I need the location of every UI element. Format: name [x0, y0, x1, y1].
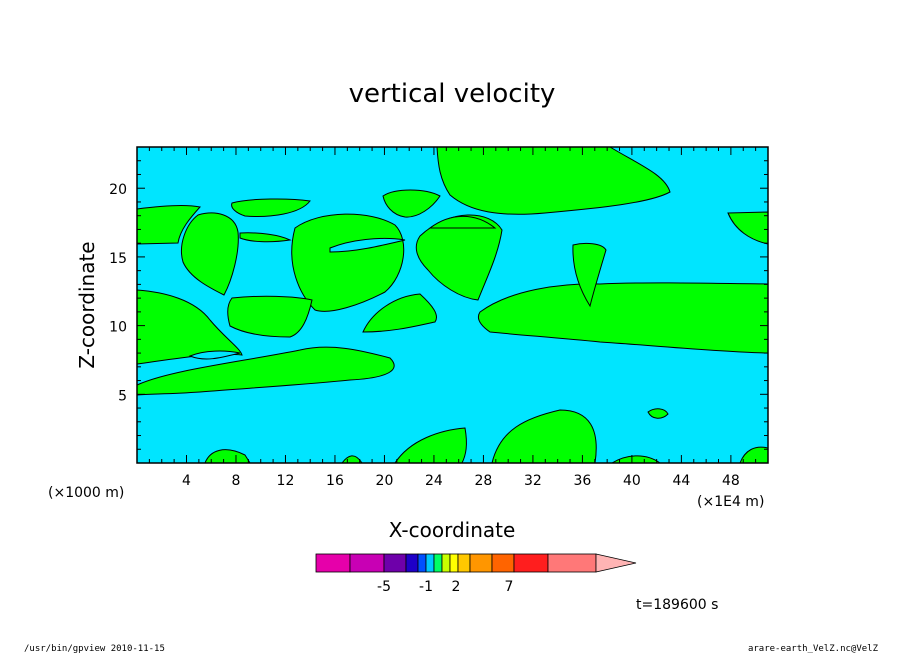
region-right-bubble — [415, 214, 503, 301]
region-bottom-c — [394, 427, 467, 464]
colorbar-tick-label: 7 — [505, 579, 514, 595]
colorbar-segment — [449, 553, 459, 573]
colorbar-tick-label: 2 — [452, 579, 461, 595]
colorbar-tick-label: -5 — [377, 579, 391, 595]
region-top-connector-b — [239, 232, 292, 243]
region-left-mid — [136, 289, 243, 365]
y-axis-label: Z-coordinate — [75, 241, 99, 368]
region-bottom-e — [647, 408, 669, 419]
region-center-lower — [362, 293, 437, 333]
x-ticks: 4 8 12 16 20 24 28 32 36 40 44 48 — [148, 147, 769, 489]
x-tick-label: 44 — [672, 473, 690, 489]
x-tick-label: 28 — [475, 473, 493, 489]
region-top-small — [382, 189, 441, 218]
colorbar-segment — [383, 553, 407, 573]
time-label: t=189600 s — [636, 597, 718, 613]
colorbar-segment — [457, 553, 471, 573]
region-left-mid-bubble — [227, 295, 313, 338]
colorbar-tick-label: -1 — [419, 579, 433, 595]
region-lower-band — [136, 346, 395, 396]
x-tick-label: 24 — [425, 473, 443, 489]
cyan-holes — [188, 237, 406, 360]
x-tick-label: 8 — [232, 473, 241, 489]
region-upper-right-band — [436, 146, 671, 215]
x-tick-label: 20 — [376, 473, 394, 489]
colorbar-segment — [315, 553, 351, 573]
chart-title: vertical velocity — [349, 79, 556, 109]
region-right-top — [428, 215, 497, 229]
colorbar-segment — [425, 553, 435, 573]
footer-right: arare-earth_VelZ.nc@VelZ — [748, 644, 879, 654]
x-unit-label: (×1000 m) — [48, 485, 124, 501]
x-tick-label: 4 — [182, 473, 191, 489]
colorbar-segment — [547, 553, 597, 573]
hole-left-mid — [188, 350, 241, 360]
colorbar-segment — [491, 553, 515, 573]
colorbar-segment — [349, 553, 385, 573]
x-tick-label: 32 — [524, 473, 542, 489]
colorbar-segment — [469, 553, 493, 573]
y-tick-label: 5 — [118, 388, 127, 404]
colorbar-segment — [417, 553, 427, 573]
colorbar-segment — [513, 553, 549, 573]
x-tick-label: 36 — [573, 473, 591, 489]
x-axis-label: X-coordinate — [389, 518, 516, 542]
plot-frame — [136, 146, 769, 464]
footer-left: /usr/bin/gpview 2010-11-15 — [24, 644, 165, 654]
colorbar-labels: -5 -1 2 7 — [377, 579, 513, 595]
y-tick-label: 10 — [109, 320, 127, 336]
x-tick-label: 48 — [722, 473, 740, 489]
hole-center-streak — [329, 237, 406, 253]
x-tick-label: 16 — [326, 473, 344, 489]
x-tick-label: 12 — [277, 473, 295, 489]
region-bottom-d — [491, 409, 597, 464]
region-left-bubble — [181, 212, 239, 296]
y-tick-label: 20 — [109, 182, 127, 198]
region-right-tip — [572, 242, 607, 308]
x-scale-label: (×1E4 m) — [697, 494, 764, 510]
colorbar-arrow — [595, 553, 637, 573]
x-tick-label: 40 — [623, 473, 641, 489]
colorbar-segment — [405, 553, 419, 573]
region-bottom-a — [204, 449, 251, 464]
region-left-top-band — [136, 205, 201, 245]
colorbar-segment — [441, 553, 451, 573]
y-ticks: 5 10 15 20 — [109, 160, 768, 450]
region-top-connector-a — [231, 198, 311, 217]
plot-area — [136, 146, 769, 464]
y-tick-label: 15 — [109, 251, 127, 267]
colorbar-segment — [433, 553, 443, 573]
colorbar — [315, 553, 637, 573]
